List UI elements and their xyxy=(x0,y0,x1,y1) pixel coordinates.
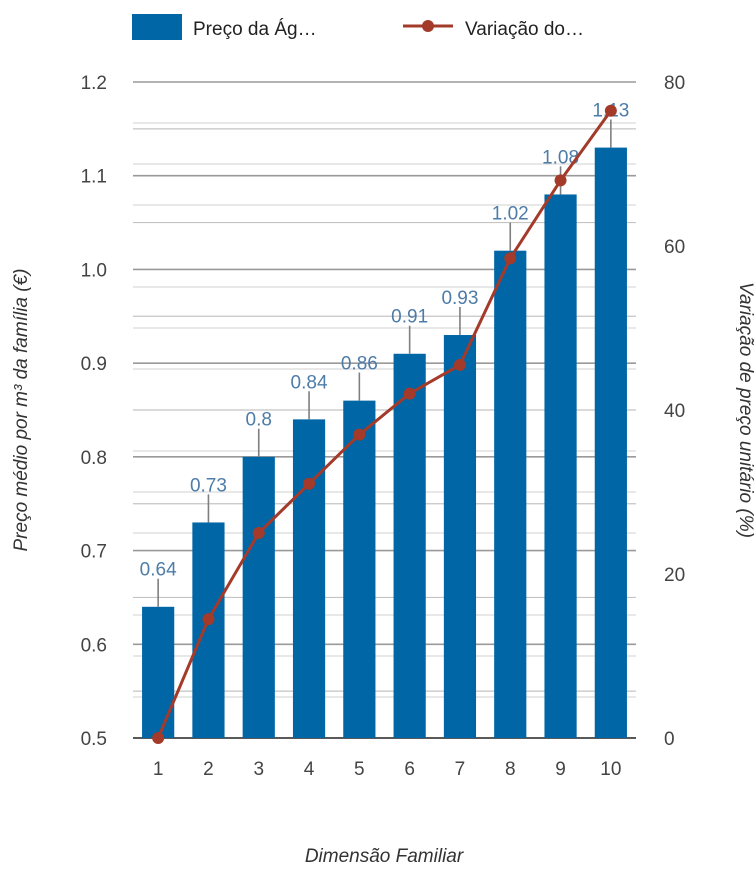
legend-swatch-marker xyxy=(422,20,434,32)
y-tick-label: 0.5 xyxy=(81,729,107,750)
bars: 0.640.730.80.840.860.910.931.021.081.13 xyxy=(140,100,629,739)
line-point xyxy=(453,358,466,371)
bar-data-label: 0.64 xyxy=(140,560,177,581)
x-tick-label: 6 xyxy=(404,759,415,780)
bar xyxy=(343,400,376,738)
line-point xyxy=(554,174,567,187)
bar-data-label: 0.86 xyxy=(341,354,378,375)
legend-swatch-bar xyxy=(132,14,182,40)
line-point xyxy=(353,428,366,441)
bar-data-label: 1.02 xyxy=(492,204,529,225)
line-point xyxy=(403,387,416,400)
y2-tick-label: 80 xyxy=(664,73,685,94)
legend-label-bar: Preço da Ág… xyxy=(193,19,317,40)
x-tick-label: 7 xyxy=(455,759,466,780)
legend-label-line: Variação do… xyxy=(465,19,584,40)
y2-tick-label: 0 xyxy=(664,729,675,750)
legend: Preço da Ág… Variação do… xyxy=(132,14,584,40)
bar xyxy=(242,456,275,738)
line-point xyxy=(303,477,316,490)
variation-line xyxy=(152,104,617,744)
y2-axis-title: Variação de preço unitário (%) xyxy=(735,282,756,538)
x-tick-label: 1 xyxy=(153,759,164,780)
axis-ticks: 0.5 0.6 0.7 0.8 0.9 1.0 1.1 1.2 0 20 40 60 80 1 2 3 4 5 6 7… xyxy=(81,73,686,780)
y-tick-label: 1.2 xyxy=(81,73,107,94)
x-axis-title: Dimensão Familiar xyxy=(305,846,464,867)
bar-data-label: 0.93 xyxy=(441,288,478,309)
bar xyxy=(393,353,426,738)
line-point xyxy=(252,527,265,539)
y-tick-label: 0.7 xyxy=(81,542,107,563)
bar xyxy=(443,335,477,738)
bar xyxy=(494,250,527,738)
line-point xyxy=(504,252,517,265)
x-tick-label: 3 xyxy=(253,759,264,780)
bar-data-label: 0.84 xyxy=(291,372,328,393)
y-tick-label: 0.9 xyxy=(81,354,107,375)
bar xyxy=(292,419,326,738)
bar-data-label: 0.73 xyxy=(190,475,227,496)
y-tick-label: 1.0 xyxy=(81,260,107,281)
y-tick-label: 0.8 xyxy=(81,448,107,469)
line-point xyxy=(202,613,215,626)
y2-tick-label: 60 xyxy=(664,237,685,258)
y2-tick-label: 20 xyxy=(664,565,685,586)
x-tick-label: 10 xyxy=(600,759,621,780)
bar-data-label: 0.91 xyxy=(391,307,428,328)
bar xyxy=(142,606,175,738)
y-axis-title: Preço médio por m³ da família (€) xyxy=(11,269,32,552)
x-tick-label: 5 xyxy=(354,759,365,780)
bar-data-label: 0.8 xyxy=(246,410,272,431)
line-point xyxy=(152,732,165,744)
bar xyxy=(192,522,225,738)
y2-tick-label: 40 xyxy=(664,401,685,422)
y-tick-label: 1.1 xyxy=(81,167,107,188)
bar xyxy=(544,194,577,738)
bar xyxy=(594,147,627,739)
variation-line-path xyxy=(156,109,613,739)
bar-data-label: 1.08 xyxy=(542,147,579,168)
x-tick-label: 9 xyxy=(555,759,566,780)
x-tick-label: 4 xyxy=(304,759,315,780)
x-tick-label: 2 xyxy=(203,759,214,780)
y-tick-label: 0.6 xyxy=(81,635,107,656)
x-tick-label: 8 xyxy=(505,759,516,780)
line-point xyxy=(604,104,617,117)
